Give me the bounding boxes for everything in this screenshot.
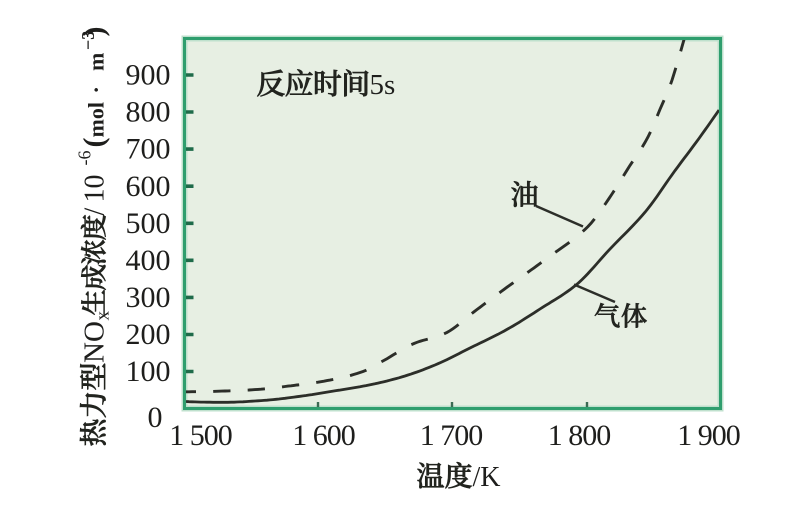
svg-text:600: 600 — [126, 170, 171, 203]
svg-text:1 600: 1 600 — [292, 419, 355, 452]
svg-text:800: 800 — [126, 96, 171, 129]
svg-text:500: 500 — [126, 207, 171, 240]
svg-text:(: ( — [78, 138, 111, 148]
svg-text:): ) — [78, 27, 111, 37]
svg-text:1 500: 1 500 — [169, 419, 232, 452]
svg-text:200: 200 — [126, 318, 171, 351]
svg-text:900: 900 — [126, 59, 171, 92]
svg-text:NO: NO — [79, 321, 111, 363]
svg-text:·: · — [84, 86, 109, 93]
svg-text:1 700: 1 700 — [420, 419, 483, 452]
svg-text:mol: mol — [84, 102, 109, 137]
svg-text:1 900: 1 900 — [677, 419, 740, 452]
svg-text:m: m — [84, 53, 109, 71]
svg-text:10: 10 — [80, 175, 111, 203]
svg-text:700: 700 — [126, 133, 171, 166]
svg-text:-6: -6 — [75, 151, 95, 166]
svg-text:1 800: 1 800 — [548, 419, 611, 452]
svg-text:300: 300 — [126, 281, 171, 314]
svg-text:x: x — [93, 311, 114, 321]
svg-text:/K: /K — [473, 462, 501, 493]
svg-text:100: 100 — [126, 355, 171, 388]
svg-text:/: / — [80, 208, 111, 216]
svg-text:5s: 5s — [370, 69, 396, 101]
svg-text:400: 400 — [126, 244, 171, 277]
svg-text:0: 0 — [148, 401, 163, 434]
svg-text:−3: −3 — [78, 31, 98, 50]
